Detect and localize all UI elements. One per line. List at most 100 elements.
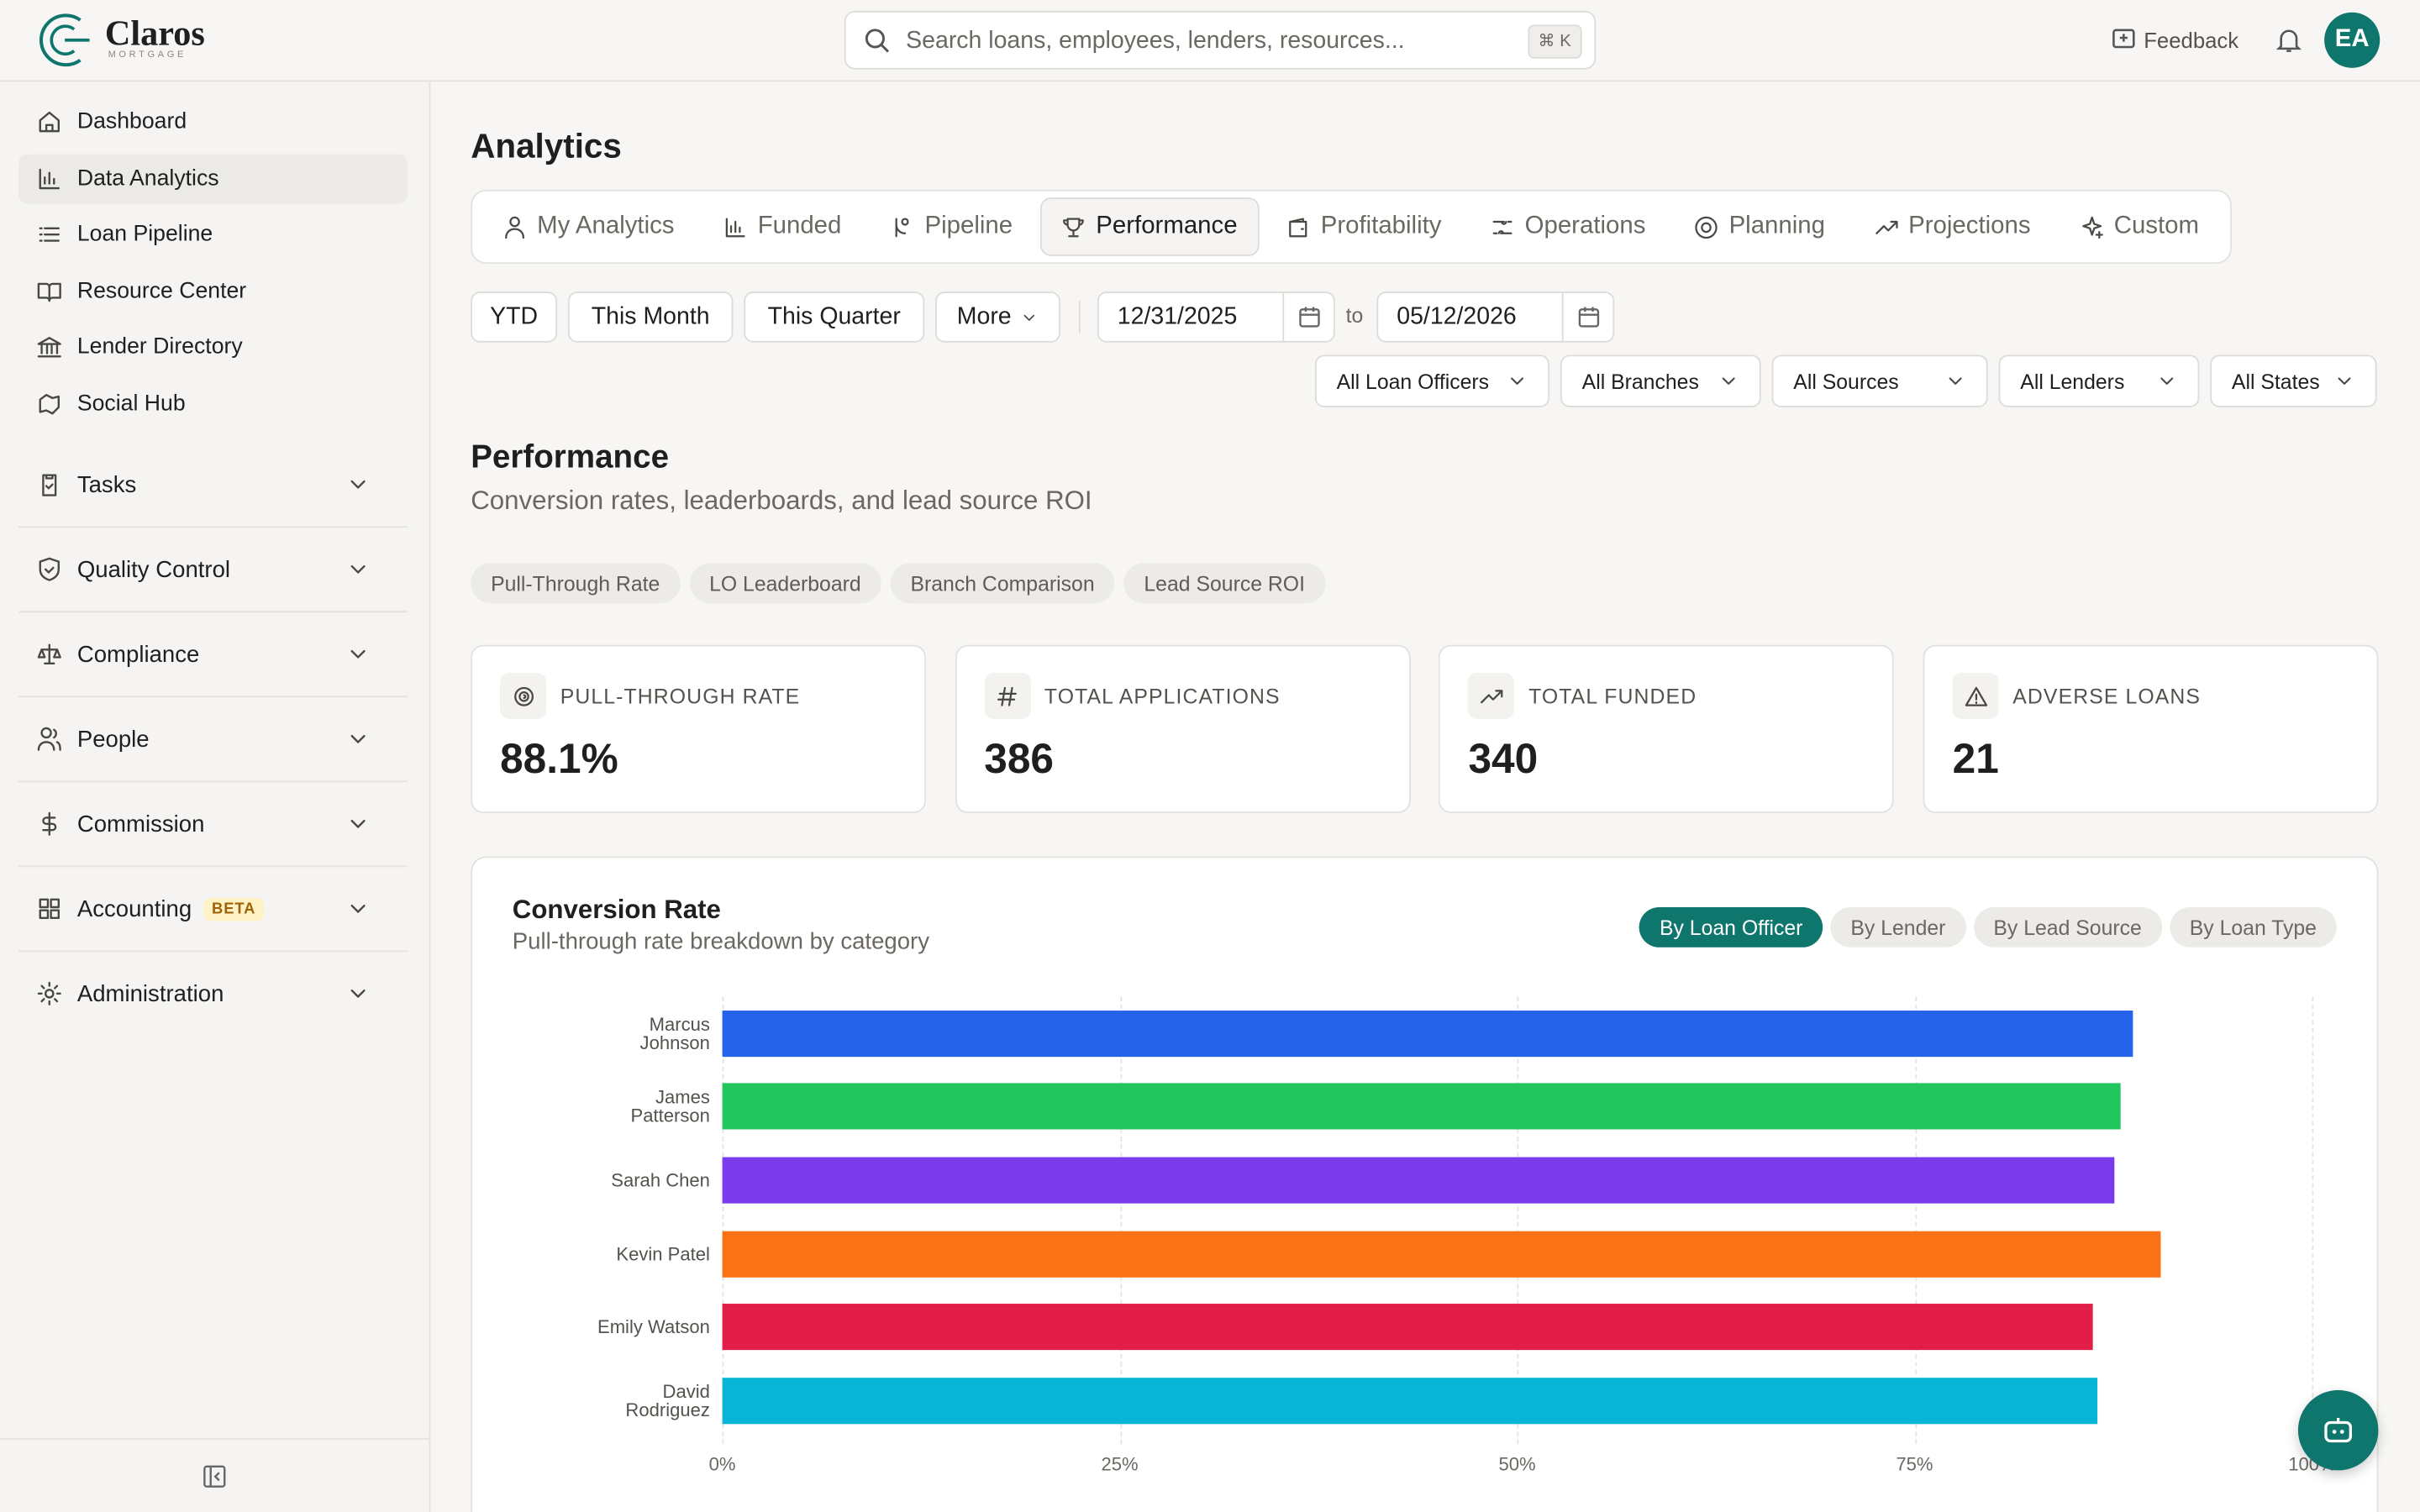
date-to[interactable]: 05/12/2026 xyxy=(1376,291,1615,343)
collapse-button[interactable] xyxy=(203,1464,227,1488)
bar[interactable] xyxy=(722,1084,2122,1131)
header: Claros MORTGAGE Search loans, employees,… xyxy=(0,0,2420,82)
icon xyxy=(1492,219,1512,234)
filter-label: All Loan Officers xyxy=(1336,369,1490,393)
kpi-value: 21 xyxy=(1952,736,1999,783)
y-tick-label: Marcus Johnson xyxy=(639,1013,710,1054)
subtab[interactable]: Lead Source ROI xyxy=(1123,563,1325,604)
subtab[interactable]: Branch Comparison xyxy=(890,563,1115,604)
tab[interactable]: Pipeline xyxy=(869,197,1034,256)
nav-link[interactable]: Social Hub xyxy=(18,380,408,429)
range-button[interactable]: This Month xyxy=(567,291,734,343)
nav-group[interactable]: Quality Control xyxy=(18,528,408,613)
divider xyxy=(1078,301,1081,333)
nav-group[interactable]: Accounting BETA xyxy=(18,867,408,953)
kpi-card: TOTAL APPLICATIONS 386 xyxy=(955,644,1411,813)
brand-tagline: MORTGAGE xyxy=(108,50,187,60)
subtab[interactable]: LO Leaderboard xyxy=(689,563,881,604)
tab[interactable]: My Analytics xyxy=(481,197,696,256)
chart-subtitle: Pull-through rate breakdown by category xyxy=(512,928,930,955)
icon xyxy=(350,819,366,828)
kpi-icon xyxy=(500,672,547,719)
view-toggle[interactable]: By Loan Type xyxy=(2169,907,2337,948)
nav-group[interactable]: Commission xyxy=(18,782,408,868)
bar[interactable] xyxy=(722,1157,2115,1204)
chart-card: Conversion Rate Pull-through rate breakd… xyxy=(471,856,2380,1512)
icon xyxy=(37,282,61,302)
icon xyxy=(42,811,57,836)
nav-link[interactable]: Lender Directory xyxy=(18,323,408,373)
range-label: YTD xyxy=(490,302,539,330)
section-title: Performance xyxy=(471,439,670,475)
x-tick-label: 25% xyxy=(1101,1452,1139,1475)
search-box[interactable]: Search loans, employees, lenders, resour… xyxy=(844,10,1597,70)
nav-group-label: Accounting xyxy=(76,895,192,922)
tab-label: Pipeline xyxy=(924,213,1013,239)
tab[interactable]: Performance xyxy=(1040,197,1260,256)
tab[interactable]: Planning xyxy=(1673,197,1846,256)
bell-icon[interactable] xyxy=(2275,26,2302,54)
calendar-icon xyxy=(1561,292,1613,341)
avatar[interactable]: EA xyxy=(2324,12,2381,68)
bar[interactable] xyxy=(722,1010,2133,1057)
bar[interactable] xyxy=(722,1304,2093,1351)
range-button[interactable]: More xyxy=(935,291,1060,343)
range-button[interactable]: YTD xyxy=(471,291,558,343)
tab-label: Performance xyxy=(1096,213,1238,239)
nav-group[interactable]: Tasks xyxy=(18,443,408,528)
brand-name: Claros xyxy=(104,13,205,53)
plot: 0% 25% 50% 75% 100% Marcus Johnson James Patte… xyxy=(472,858,2380,1512)
range-label: This Month xyxy=(591,302,710,330)
bar[interactable] xyxy=(722,1377,2098,1424)
nav-link[interactable]: Resource Center xyxy=(18,266,408,316)
icon xyxy=(1063,217,1085,237)
nav-link[interactable]: Data Analytics xyxy=(18,153,408,203)
icon xyxy=(1024,313,1035,320)
icon xyxy=(37,337,61,359)
icon xyxy=(1722,377,1735,385)
filter-dropdown[interactable]: All Loan Officers xyxy=(1314,354,1550,407)
nav-group[interactable]: Administration xyxy=(18,952,408,1035)
sidebar: Dashboard Data Analytics Loan Pipeline Reso… xyxy=(0,81,431,1512)
y-tick-label: Kevin Patel xyxy=(616,1242,710,1265)
view-toggle[interactable]: By Lender xyxy=(1830,907,1966,948)
subtabs: Pull-Through Rate LO Leaderboard Branch Co… xyxy=(471,563,1325,604)
chat-button[interactable] xyxy=(2297,1389,2379,1471)
view-toggle[interactable]: By Loan Officer xyxy=(1639,907,1823,948)
date-from[interactable]: 12/31/2025 xyxy=(1097,291,1335,343)
tab[interactable]: Projections xyxy=(1853,197,2052,256)
filter-dropdown[interactable]: All Lenders xyxy=(1998,354,2200,407)
range-label: More xyxy=(956,302,1012,330)
filter-dropdown[interactable]: All States xyxy=(2210,354,2377,407)
range-button[interactable]: This Quarter xyxy=(744,291,925,343)
date-from-text: 12/31/2025 xyxy=(1117,302,1238,330)
subtab[interactable]: Pull-Through Rate xyxy=(471,563,681,604)
calendar-svg xyxy=(1577,307,1599,328)
kpi-icon xyxy=(984,672,1031,719)
nav-group[interactable]: Compliance xyxy=(18,612,408,698)
feedback-button[interactable]: Feedback xyxy=(2144,28,2239,53)
logo-mark xyxy=(39,13,90,67)
kpi-icon xyxy=(1952,672,1999,719)
grid-line xyxy=(722,996,724,1444)
kpi-label: TOTAL FUNDED xyxy=(1528,685,1697,709)
calendar-icon xyxy=(1282,292,1334,341)
tab[interactable]: Custom xyxy=(2059,197,2221,256)
kpi-label: PULL-THROUGH RATE xyxy=(560,685,801,709)
feedback-icon xyxy=(2112,29,2135,49)
filter-dropdown[interactable]: All Branches xyxy=(1560,354,1761,407)
tab-label: Custom xyxy=(2113,213,2199,239)
grid-line xyxy=(2312,996,2314,1444)
tab[interactable]: Funded xyxy=(702,197,864,256)
tab[interactable]: Profitability xyxy=(1265,197,1464,256)
icon xyxy=(1480,689,1503,703)
view-toggle[interactable]: By Lead Source xyxy=(1973,907,2162,948)
tab[interactable]: Operations xyxy=(1470,197,1668,256)
bar[interactable] xyxy=(722,1230,2161,1278)
nav-link[interactable]: Loan Pipeline xyxy=(18,210,408,260)
nav-group[interactable]: People xyxy=(18,697,408,783)
icon xyxy=(1875,219,1897,234)
filter-dropdown[interactable]: All Sources xyxy=(1771,354,1988,407)
nav-link[interactable]: Dashboard xyxy=(18,97,408,147)
